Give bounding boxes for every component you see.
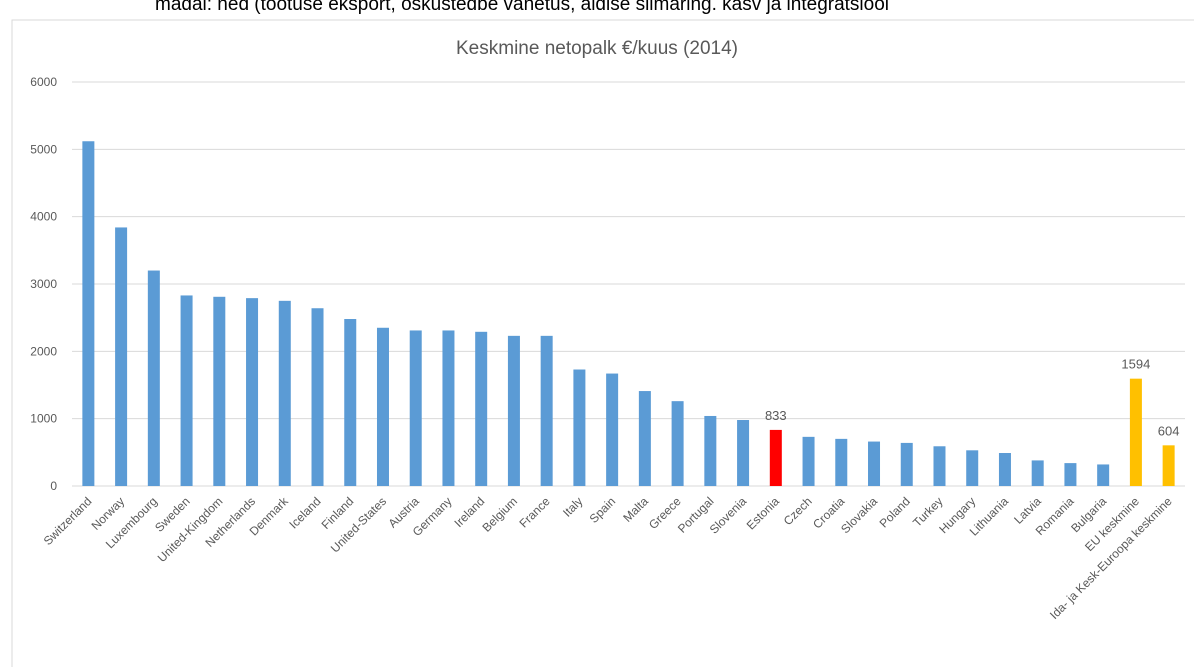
bar <box>769 429 782 486</box>
data-label: 604 <box>1158 423 1180 438</box>
bar <box>802 436 815 486</box>
bar <box>1097 464 1110 486</box>
bar <box>966 450 979 486</box>
bar <box>1162 445 1175 486</box>
bar <box>115 227 128 486</box>
bar <box>409 330 422 486</box>
bar <box>147 270 160 486</box>
y-tick-label: 5000 <box>30 142 57 156</box>
bar <box>868 441 881 486</box>
bar <box>311 308 324 486</box>
bar <box>376 327 389 486</box>
y-tick-label: 0 <box>50 479 57 493</box>
bar <box>1064 463 1077 486</box>
caption: madal: ned (tootuse eksport, oskustedbe … <box>155 0 889 15</box>
bar <box>998 453 1011 486</box>
bar <box>213 296 226 486</box>
bar <box>246 298 259 486</box>
bar <box>737 420 750 486</box>
bar <box>573 369 586 486</box>
bar <box>442 330 455 486</box>
bar <box>671 401 684 486</box>
bar <box>278 300 291 486</box>
bar <box>475 331 488 486</box>
y-tick-label: 6000 <box>30 75 57 89</box>
bar <box>606 373 619 486</box>
bar <box>1031 460 1044 486</box>
bar <box>82 141 95 486</box>
bar <box>540 335 553 486</box>
bar <box>638 391 651 486</box>
bar <box>1129 378 1142 486</box>
y-tick-label: 1000 <box>30 412 57 426</box>
y-tick-label: 4000 <box>30 210 57 224</box>
chart-title: Keskmine netopalk €/kuus (2014) <box>456 38 738 59</box>
bar <box>180 295 193 486</box>
bar <box>704 415 717 486</box>
chart-frame <box>11 19 1194 667</box>
bar <box>933 446 946 486</box>
data-label: 833 <box>765 408 787 423</box>
y-tick-label: 2000 <box>30 344 57 358</box>
bar <box>507 335 520 486</box>
data-label: 1594 <box>1121 357 1150 372</box>
bar <box>344 319 357 486</box>
bar <box>835 438 848 486</box>
y-tick-label: 3000 <box>30 277 57 291</box>
bar <box>900 442 913 486</box>
